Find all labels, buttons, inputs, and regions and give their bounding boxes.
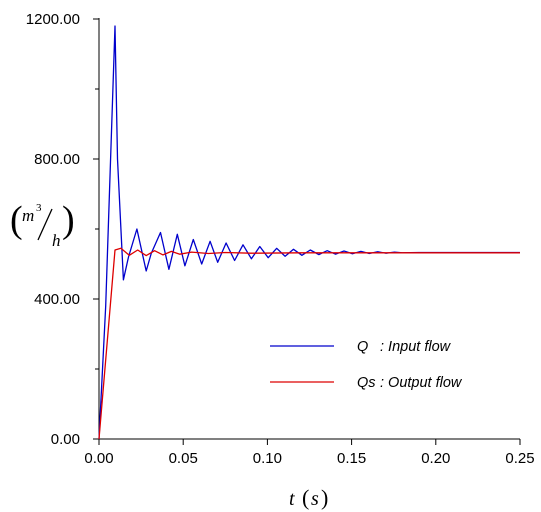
- y-tick-label: 1200.00: [26, 11, 80, 28]
- x-label-unit: s: [311, 488, 319, 510]
- y-label-base: m: [22, 206, 34, 225]
- plot-lines: [98, 25, 520, 440]
- y-tick-label: 800.00: [34, 151, 80, 168]
- legend-label-output-flow: : Output flow: [380, 375, 463, 391]
- y-label-denominator: h: [52, 231, 61, 250]
- x-tick-label: 0.05: [169, 450, 198, 467]
- y-label-close-paren: ): [62, 199, 75, 241]
- x-label-open-paren: (: [302, 485, 309, 510]
- y-tick-label: 0.00: [51, 431, 80, 448]
- legend-series-name-input-flow: Q: [357, 339, 368, 355]
- y-label-fraction-slash: [37, 208, 53, 241]
- ticks: 0.00 0.05 0.10 0.15 0.20 0.25 0.00 400.00 800.00…: [26, 11, 535, 467]
- y-label-open-paren: (: [10, 199, 23, 241]
- y-label-exponent: 3: [36, 202, 42, 214]
- legend-series-name-output-flow: Qs: [357, 375, 376, 391]
- x-tick-label: 0.00: [84, 450, 113, 467]
- legend-label-input-flow: : Input flow: [380, 339, 452, 355]
- y-tick-label: 400.00: [34, 291, 80, 308]
- x-label-close-paren: ): [321, 485, 328, 510]
- x-tick-label: 0.20: [421, 450, 450, 467]
- x-label-variable: t: [289, 488, 295, 510]
- x-tick-label: 0.25: [505, 450, 534, 467]
- y-axis-title: ( m 3 h ): [10, 199, 75, 250]
- legend: Q : Input flow Qs : Output flow: [270, 339, 463, 391]
- x-tick-label: 0.10: [253, 450, 282, 467]
- x-axis-title: t ( s ): [289, 485, 328, 510]
- x-tick-label: 0.15: [337, 450, 366, 467]
- output-flow-line: [98, 247, 520, 440]
